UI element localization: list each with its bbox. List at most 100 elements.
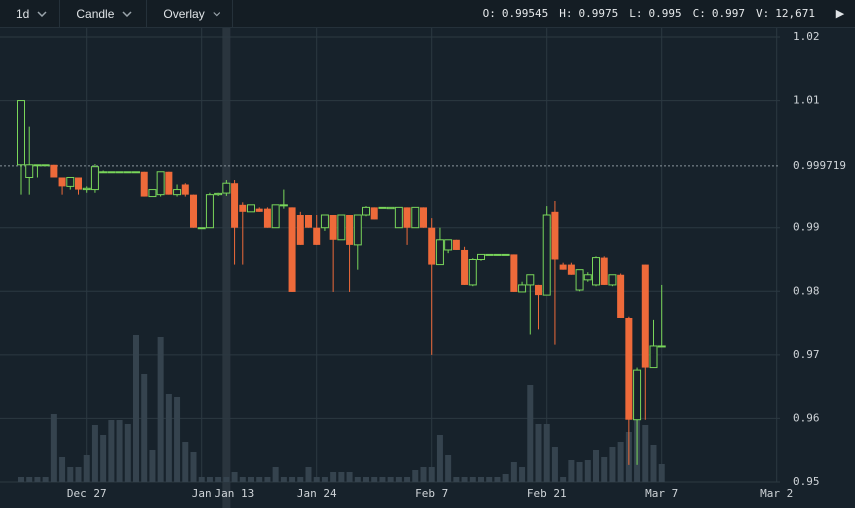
candle-body xyxy=(17,100,25,166)
play-button[interactable]: ▶ xyxy=(835,8,845,20)
volume-bar xyxy=(165,394,172,482)
volume-bar xyxy=(387,477,394,482)
volume-bar xyxy=(568,460,575,482)
candle-body xyxy=(222,182,231,194)
readout-value: 0.997 xyxy=(711,7,745,20)
volume-bar xyxy=(436,435,443,482)
interval-button[interactable]: 1d xyxy=(0,0,61,28)
ohlcv-readout: O: 0.99545 H: 0.9975 L: 0.995 C: 0.997 V: 12,671 xyxy=(483,7,815,20)
candle-body xyxy=(107,171,116,174)
candle-body xyxy=(608,274,617,286)
volume-bar xyxy=(650,445,657,482)
chevron xyxy=(213,11,220,16)
candle-body xyxy=(394,206,403,229)
volume-bar xyxy=(404,477,411,482)
candle-body xyxy=(461,249,469,285)
volume-bar xyxy=(494,477,501,482)
volume-bar xyxy=(215,477,222,482)
volume-bar xyxy=(642,425,649,482)
candle-body xyxy=(386,206,395,210)
volume-bar xyxy=(116,420,123,482)
volume-bar xyxy=(338,472,345,482)
candle-body xyxy=(99,171,108,174)
volume-bar xyxy=(478,477,484,482)
volume-bar xyxy=(658,464,665,482)
overlay-button[interactable]: Overlay xyxy=(147,0,234,28)
candle-body xyxy=(140,171,148,197)
volume-bar xyxy=(395,477,402,482)
candle-body xyxy=(600,257,608,285)
volume-bar xyxy=(50,414,57,482)
y-tick-label: 1.02 xyxy=(793,30,820,43)
candle-body xyxy=(583,274,592,281)
candle-body xyxy=(279,204,288,207)
volume-bar xyxy=(149,450,156,482)
candle-body xyxy=(263,208,271,228)
volume-bar xyxy=(560,477,567,482)
candle-body xyxy=(320,214,329,229)
chart-type: Candle xyxy=(76,6,115,21)
readout-value: 0.9975 xyxy=(578,7,619,20)
candle-body xyxy=(510,254,518,292)
readout-value: 0.995 xyxy=(648,7,682,20)
candle-body xyxy=(132,171,140,174)
toolbar: 1d Candle Overlay O: 0.99545 H: 0.9975 L: 0.9… xyxy=(0,0,855,28)
volume-bar xyxy=(91,425,98,482)
chart-type-button[interactable]: Candle xyxy=(60,0,148,28)
overlay: Overlay xyxy=(163,6,205,21)
candle-body xyxy=(123,171,132,174)
candle-body xyxy=(75,177,82,190)
readout-label: H: xyxy=(559,7,573,20)
candle-body xyxy=(542,214,551,296)
candle-body xyxy=(641,264,649,368)
readout-value: 12,671 xyxy=(775,7,815,20)
y-tick-label: 0.98 xyxy=(793,284,820,297)
x-tick-label: Feb 21 xyxy=(527,487,567,500)
x-tick-label: Jan xyxy=(192,487,212,500)
volume-bar xyxy=(206,477,213,482)
volume-bar xyxy=(346,472,353,482)
candle-body xyxy=(337,214,346,241)
volume-bar xyxy=(67,467,74,482)
volume-bar xyxy=(379,477,386,482)
volume-bar xyxy=(59,457,66,482)
volume-bar xyxy=(248,477,254,482)
candle-body xyxy=(468,259,477,286)
candle-body xyxy=(633,369,642,421)
volume-bar xyxy=(141,374,148,482)
y-tick-label: 0.97 xyxy=(793,348,820,361)
volume-bar xyxy=(190,452,197,482)
x-tick-label: Dec 27 xyxy=(67,487,107,500)
volume-bar xyxy=(609,447,616,482)
candle-body xyxy=(378,206,387,209)
volume-bar xyxy=(18,477,24,482)
candle-body xyxy=(370,207,378,220)
volume-bar xyxy=(576,462,583,482)
candle-body xyxy=(346,215,354,245)
candle-body xyxy=(501,253,510,256)
readout-item: H: 0.9975 xyxy=(559,7,618,20)
readout-label: O: xyxy=(482,7,496,20)
volume-bar xyxy=(83,455,90,482)
volume-bar xyxy=(486,477,493,482)
candle-body xyxy=(411,206,420,229)
chevron xyxy=(122,10,132,17)
candle-body xyxy=(214,192,223,196)
candle-body xyxy=(247,204,255,213)
candle-body xyxy=(535,284,542,296)
candle-body xyxy=(362,206,370,216)
candle-body xyxy=(305,215,312,228)
candle-body xyxy=(288,207,296,292)
candle-body xyxy=(156,171,165,196)
candle-body xyxy=(296,215,304,245)
candle-body xyxy=(452,239,460,250)
candle-body xyxy=(493,253,502,256)
x-tick-label: Mar 2 xyxy=(760,487,793,500)
volume-bar xyxy=(198,477,205,482)
volume-bar xyxy=(313,477,320,482)
crosshair-band xyxy=(222,28,231,508)
crosshair-label: Jan 13 xyxy=(214,487,254,500)
readout-item: O: 0.99545 xyxy=(483,7,549,20)
